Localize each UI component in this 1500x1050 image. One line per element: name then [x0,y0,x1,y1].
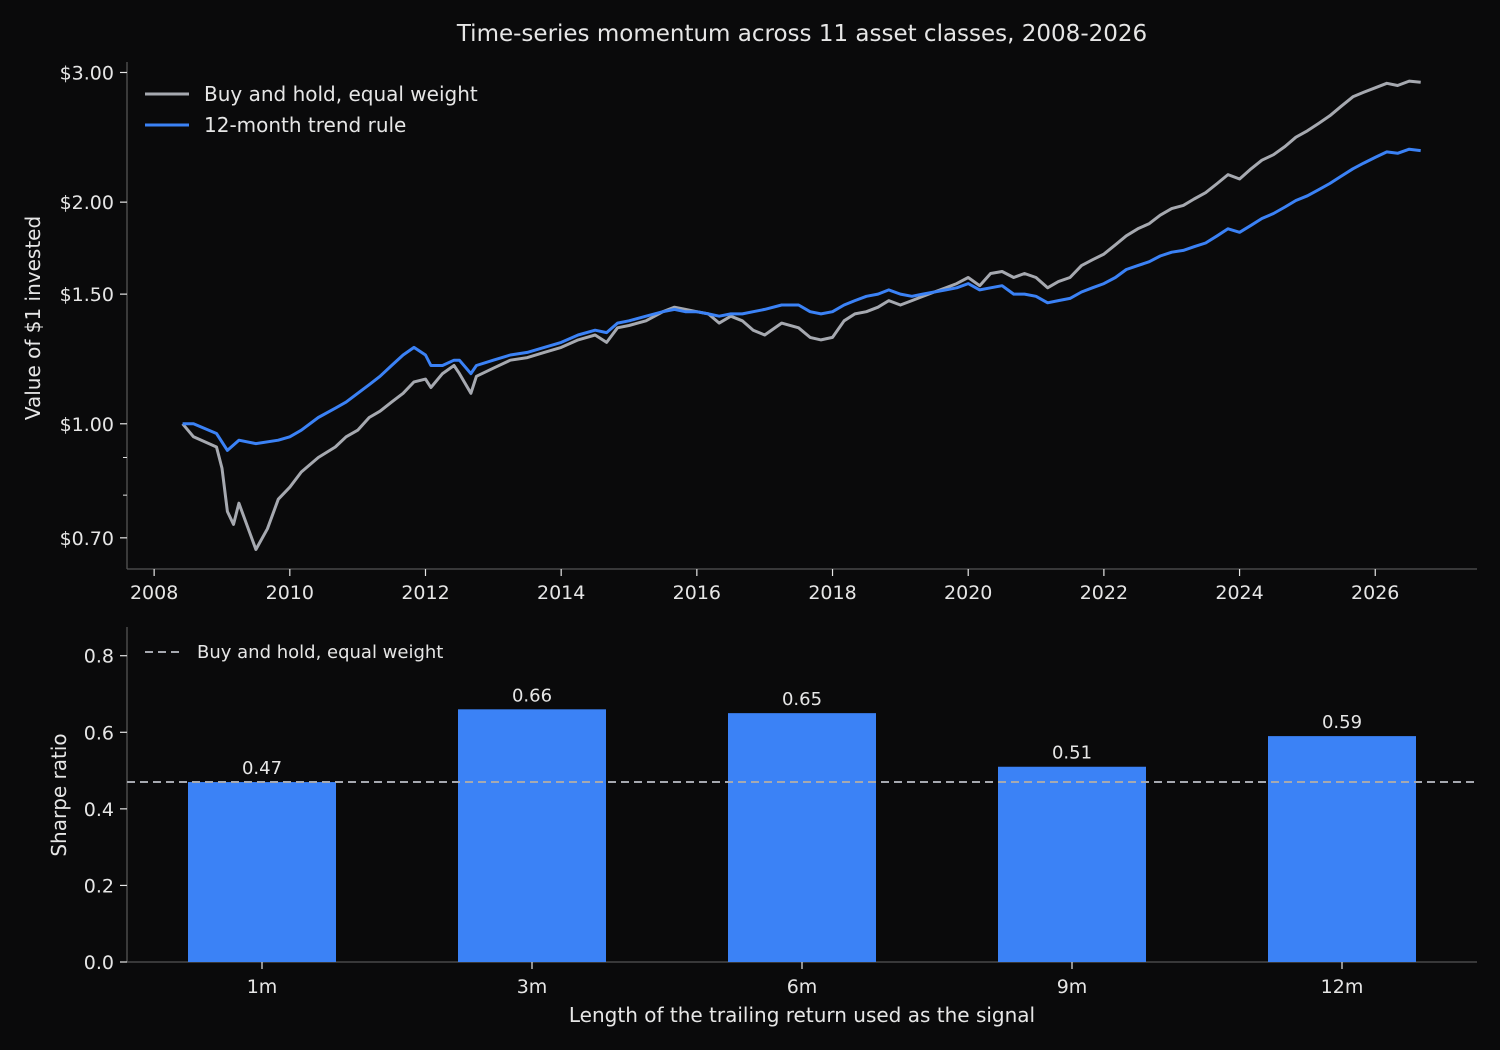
bar-chart-legend: Buy and hold, equal weight [145,642,443,663]
x-tick-label: 9m [1057,976,1088,998]
y-tick-label: $2.00 [60,192,114,214]
bar-value-label: 0.51 [1052,743,1092,764]
line-chart-y-ticks: $0.70 $1.00 $1.50 $2.00 $3.00 [60,62,127,550]
bar-6m [728,713,876,962]
line-chart-legend: Buy and hold, equal weight 12-month tren… [145,82,478,137]
legend-label-trend-rule: 12-month trend rule [204,113,406,137]
series-line-buy-and-hold [181,79,1421,551]
bar-1m [188,782,336,962]
bar-value-label: 0.65 [782,689,822,710]
bar-chart-y-axis-title: Sharpe ratio [47,733,71,856]
x-tick-label: 2016 [673,582,721,604]
bar-12m [1268,736,1416,962]
bar-chart-y-ticks: 0.0 0.2 0.4 0.6 0.8 [84,646,127,974]
x-tick-label: 2010 [266,582,314,604]
x-tick-label: 6m [787,976,818,998]
bar-chart-panel: 0.0 0.2 0.4 0.6 0.8 0.47 1m 0.66 3m 0.65 6m 0.51 9m… [47,627,1477,1027]
x-tick-label: 3m [517,976,548,998]
series-line-trend-rule [182,147,1421,452]
y-tick-label: 0.4 [84,799,114,821]
y-tick-label: 0.2 [84,875,114,897]
x-tick-label: 2026 [1351,582,1399,604]
x-tick-label: 2014 [537,582,585,604]
y-tick-label: $1.50 [60,284,114,306]
bar-9m [998,766,1146,962]
line-chart-x-ticks: 2008 2010 2012 2014 2016 2018 2020 2022 2024 2026 [130,569,1399,604]
chart-title: Time-series momentum across 11 asset cla… [456,21,1147,47]
bar-value-label: 0.47 [242,758,282,779]
x-tick-label: 2022 [1080,582,1128,604]
legend-label-buy-and-hold: Buy and hold, equal weight [204,82,478,106]
line-chart-y-axis-title: Value of $1 invested [21,216,45,420]
bar-chart-bars: 0.47 1m 0.66 3m 0.65 6m 0.51 9m 0.59 12m [188,685,1416,998]
line-chart-panel: $0.70$1.00$1.50$2.00$3.00 2008 2010 2012 20… [21,62,1477,604]
x-tick-label: 2012 [401,582,449,604]
y-tick-label: 0.8 [84,646,114,668]
y-tick-label: $1.00 [60,414,114,436]
x-tick-label: 12m [1321,976,1364,998]
y-tick-label: $3.00 [60,62,114,84]
legend-label-reference: Buy and hold, equal weight [197,642,443,663]
x-tick-label: 1m [247,976,278,998]
x-tick-label: 2020 [944,582,992,604]
bar-3m [458,709,606,962]
line-chart-series [181,79,1421,551]
y-tick-label: $0.70 [60,528,114,550]
x-tick-label: 2018 [808,582,856,604]
bar-chart-x-axis-title: Length of the trailing return used as th… [569,1003,1035,1027]
x-tick-label: 2008 [130,582,178,604]
bar-value-label: 0.59 [1322,712,1362,733]
y-tick-label: 0.6 [84,722,114,744]
bar-value-label: 0.66 [512,685,552,706]
y-tick-label: 0.0 [84,952,114,974]
x-tick-label: 2024 [1215,582,1263,604]
